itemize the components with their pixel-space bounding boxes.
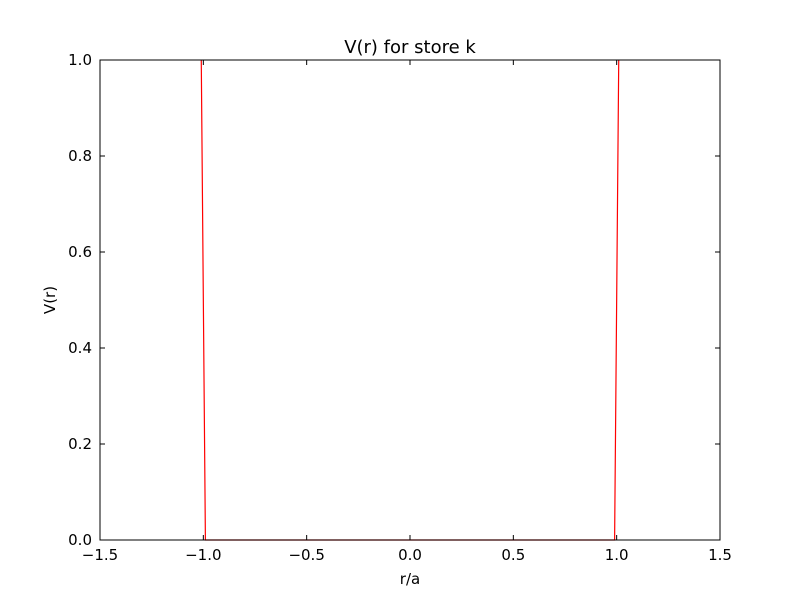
x-tick-label: 0.0 bbox=[398, 546, 422, 564]
x-axis-label: r/a bbox=[400, 570, 420, 588]
series-layer bbox=[200, 59, 620, 541]
y-tick-label: 1.0 bbox=[68, 51, 92, 69]
x-tick-label: −1.5 bbox=[82, 546, 118, 564]
x-axis-ticks: −1.5 −1.0 −0.5 0.0 0.5 1.0 1.5 bbox=[82, 60, 732, 564]
y-tick-label: 0.8 bbox=[68, 147, 92, 165]
y-tick-label: 0.0 bbox=[68, 531, 92, 549]
plot-frame bbox=[99, 59, 721, 541]
series-line-1 bbox=[200, 59, 620, 541]
y-tick-label: 0.6 bbox=[68, 243, 92, 261]
x-tick-label: 1.5 bbox=[708, 546, 732, 564]
x-tick-label: −1.0 bbox=[185, 546, 221, 564]
x-tick-label: −0.5 bbox=[288, 546, 324, 564]
y-axis-ticks: 0.0 0.2 0.4 0.6 0.8 1.0 bbox=[68, 51, 720, 549]
y-tick-label: 0.2 bbox=[68, 435, 92, 453]
chart-title: V(r) for store k bbox=[344, 37, 476, 58]
y-axis-label: V(r) bbox=[41, 286, 59, 314]
x-tick-label: 0.5 bbox=[501, 546, 525, 564]
x-tick-label: 1.0 bbox=[605, 546, 629, 564]
y-tick-label: 0.4 bbox=[68, 339, 92, 357]
